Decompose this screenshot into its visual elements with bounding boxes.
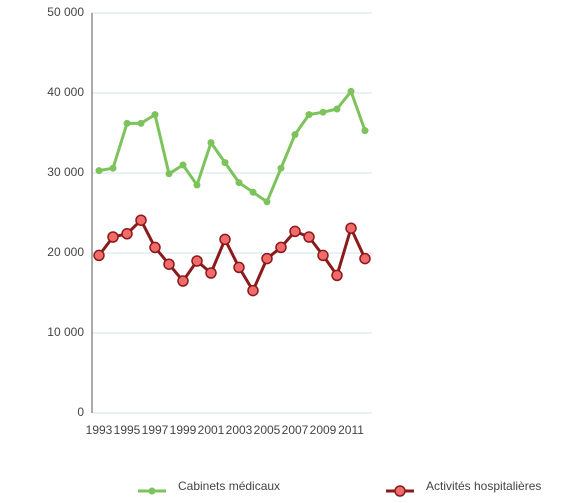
marker [277, 164, 285, 172]
marker [261, 252, 273, 265]
marker [93, 249, 105, 262]
marker [165, 170, 173, 178]
marker [221, 159, 229, 167]
x-tick-label: 2007 [282, 423, 309, 437]
x-tick-label: 2005 [254, 423, 281, 437]
x-tick-label: 2009 [310, 423, 337, 437]
marker [123, 119, 131, 127]
x-tick-label: 2003 [226, 423, 253, 437]
legend-label: Activités hospitalières [426, 479, 541, 493]
legend-label: Cabinets médicaux [178, 479, 280, 493]
marker [107, 231, 119, 243]
marker [163, 258, 175, 270]
x-tick-label: 1993 [86, 423, 113, 437]
marker [135, 214, 147, 226]
marker [149, 241, 161, 254]
marker [247, 284, 259, 297]
marker [263, 198, 271, 206]
marker [333, 105, 341, 113]
marker [291, 131, 299, 139]
marker [233, 261, 245, 274]
y-tick-label: 10 000 [47, 325, 84, 339]
y-tick-label: 30 000 [47, 165, 84, 179]
y-tick-label: 0 [77, 405, 84, 419]
legend-marker [148, 487, 156, 495]
legend-marker [394, 485, 406, 497]
marker [305, 111, 313, 119]
marker [151, 111, 159, 119]
y-tick-label: 20 000 [47, 245, 84, 259]
marker [345, 222, 357, 234]
marker [219, 233, 231, 246]
x-tick-label: 2001 [198, 423, 225, 437]
marker [177, 275, 189, 287]
marker [319, 108, 327, 116]
marker [303, 231, 315, 243]
marker [137, 119, 145, 127]
marker [361, 127, 369, 135]
marker [191, 255, 203, 267]
marker [235, 179, 243, 187]
marker [121, 228, 133, 240]
marker [289, 225, 301, 238]
marker [347, 87, 355, 95]
marker [95, 167, 103, 175]
marker [179, 161, 187, 169]
marker [207, 139, 215, 147]
marker [249, 188, 257, 196]
x-tick-label: 1997 [142, 423, 169, 437]
x-tick-label: 1999 [170, 423, 197, 437]
marker [193, 181, 201, 189]
series-line [98, 89, 367, 204]
x-tick-label: 1995 [114, 423, 141, 437]
y-tick-label: 40 000 [47, 85, 84, 99]
marker [331, 269, 343, 282]
y-tick-label: 50 000 [47, 5, 84, 19]
x-tick-label: 2011 [338, 423, 364, 437]
marker [275, 241, 287, 254]
marker [109, 164, 117, 172]
marker [359, 252, 371, 265]
marker [317, 249, 329, 262]
marker [205, 267, 217, 279]
